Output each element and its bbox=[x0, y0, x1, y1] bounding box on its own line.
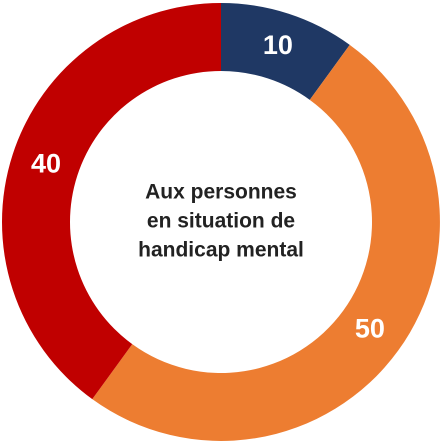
donut-segment bbox=[92, 44, 440, 441]
data-label: 40 bbox=[31, 148, 61, 178]
donut-segment bbox=[2, 3, 222, 400]
data-label: 10 bbox=[263, 30, 293, 60]
center-label: Aux personnes bbox=[145, 181, 297, 204]
center-label: en situation de bbox=[147, 210, 295, 233]
donut-segment bbox=[221, 3, 350, 100]
data-label: 50 bbox=[355, 313, 385, 343]
center-label: handicap mental bbox=[138, 239, 304, 262]
